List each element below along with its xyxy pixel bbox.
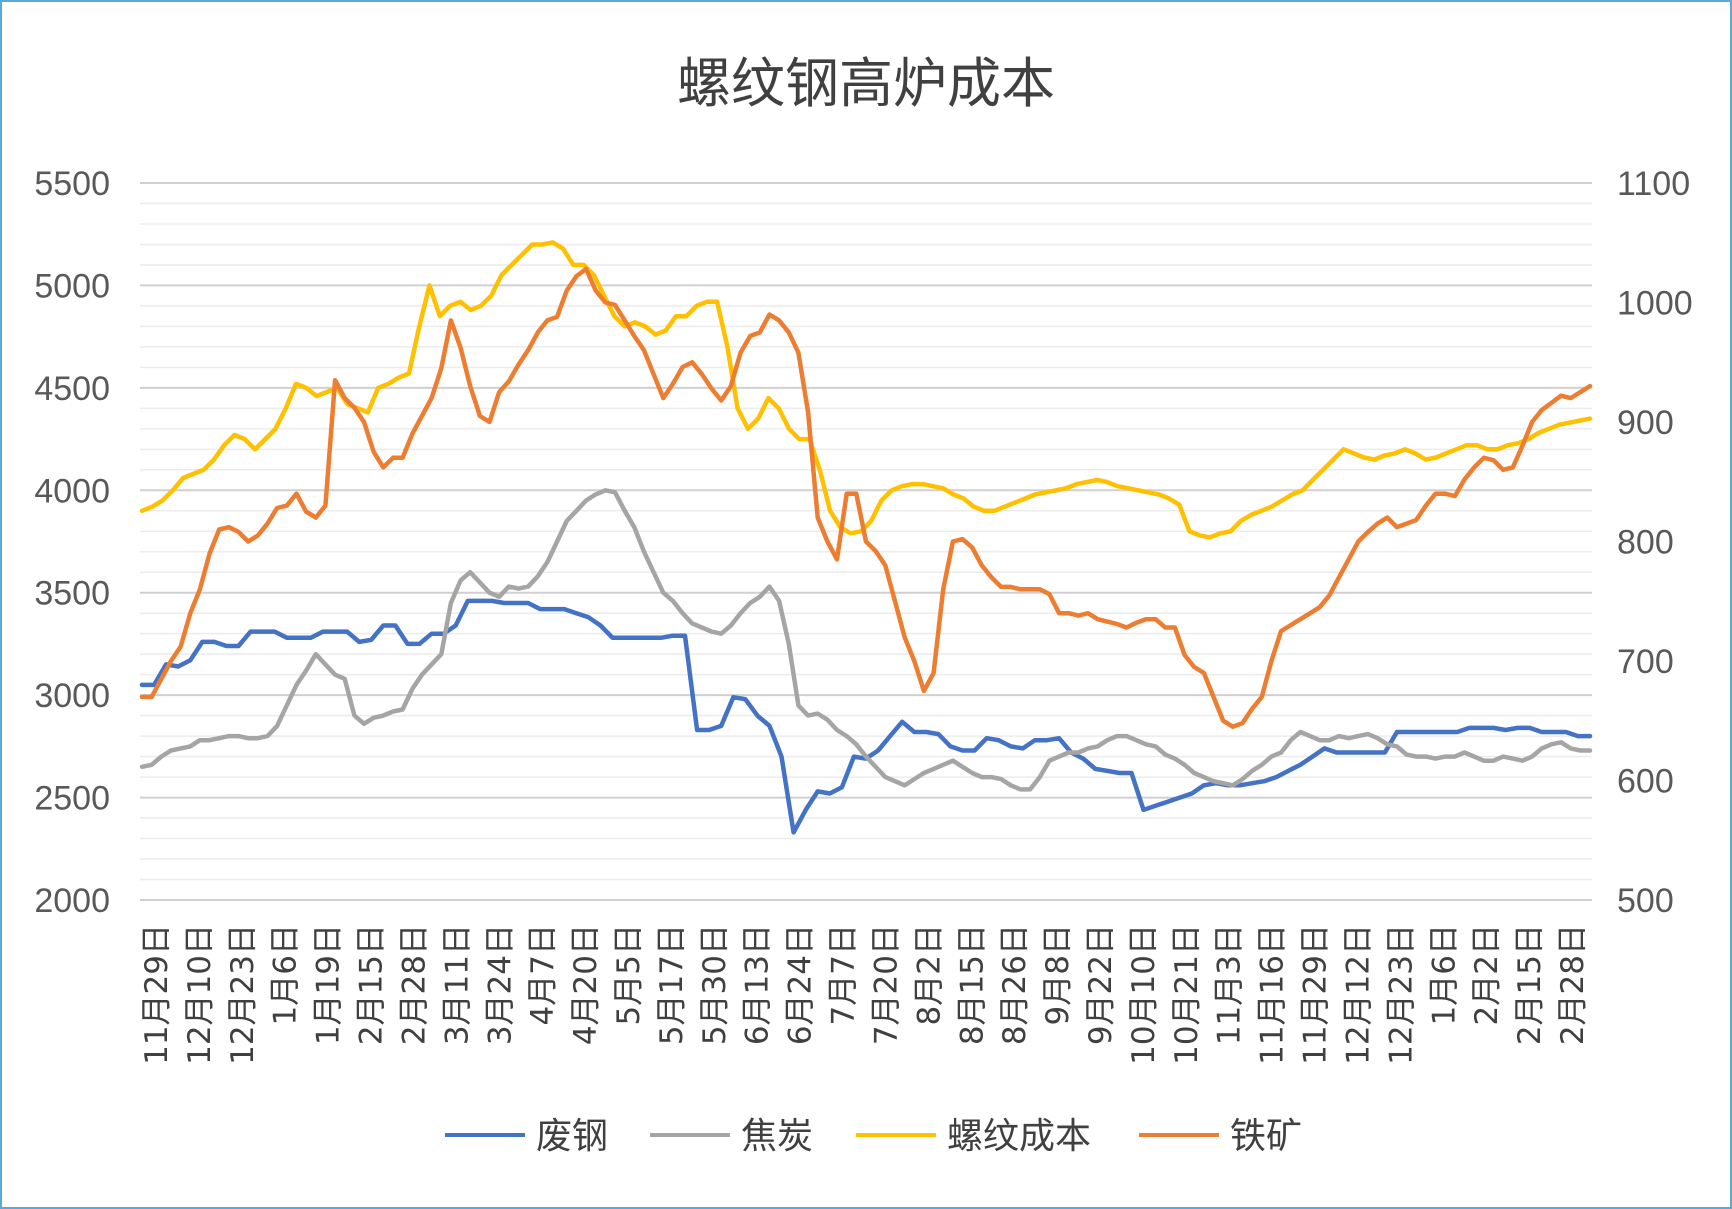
series-line-铁矿	[139, 266, 1593, 729]
legend-label-1: 废钢	[536, 1116, 608, 1157]
x-axis-tick-label: 3月11日	[439, 924, 475, 1045]
left-axis-tick-label: 4000	[34, 472, 110, 510]
x-axis-tick-label: 2月28日	[1555, 924, 1591, 1045]
x-axis-tick-label: 10月10日	[1126, 924, 1162, 1065]
left-axis-tick-label: 3500	[34, 575, 110, 613]
x-axis-tick-label: 1月6日	[1426, 924, 1462, 1025]
x-axis-tick-label: 2月2日	[1469, 924, 1505, 1025]
x-axis-tick-label: 3月24日	[482, 924, 518, 1045]
left-axis-tick-label: 2500	[34, 780, 110, 818]
left-axis-tick-label: 5500	[34, 165, 110, 203]
x-axis-tick-label: 7月20日	[868, 924, 904, 1045]
series-line-螺纹成本	[139, 240, 1593, 540]
right-axis-tick-label: 600	[1617, 763, 1674, 801]
x-axis-tick-label: 2月28日	[396, 924, 432, 1045]
x-axis-tick-label: 8月15日	[954, 924, 990, 1045]
legend-label-2: 焦炭	[741, 1116, 813, 1157]
legend: 废钢 焦炭 螺纹成本 铁矿	[445, 1116, 1302, 1157]
x-axis-tick-label: 12月10日	[182, 924, 218, 1065]
legend-item-4[interactable]: 铁矿	[1139, 1116, 1302, 1157]
x-axis-tick-label: 5月5日	[611, 924, 647, 1025]
right-axis-tick-label: 1100	[1617, 165, 1690, 203]
series-line-焦炭	[139, 488, 1593, 792]
x-axis-tick-label: 9月8日	[1040, 924, 1076, 1025]
x-axis-tick-label: 5月30日	[697, 924, 733, 1045]
series-lines	[139, 240, 1593, 835]
x-axis-tick-label: 11月29日	[1298, 924, 1334, 1065]
x-axis-tick-label: 6月24日	[783, 924, 819, 1045]
x-axis-tick-label: 4月20日	[568, 924, 604, 1045]
legend-item-2[interactable]: 焦炭	[650, 1116, 813, 1157]
x-axis-tick-label: 9月22日	[1083, 924, 1119, 1045]
chart-title: 螺纹钢高炉成本	[677, 52, 1055, 115]
x-axis-tick-label: 2月15日	[1512, 924, 1548, 1045]
x-axis-tick-label: 11月3日	[1212, 924, 1248, 1045]
x-axis-tick-label: 5月17日	[654, 924, 690, 1045]
x-axis-tick-label: 7月7日	[826, 924, 862, 1025]
x-axis-tick-label: 8月26日	[997, 924, 1033, 1045]
x-axis-tick-label: 11月16日	[1255, 924, 1291, 1065]
x-axis-tick-label: 11月29日	[139, 924, 175, 1065]
legend-item-3[interactable]: 螺纹成本	[856, 1116, 1091, 1157]
right-axis-tick-label: 900	[1617, 404, 1674, 442]
x-axis-tick-label: 12月23日	[225, 924, 261, 1065]
right-axis: 500 600 700 800 900 1000 1100	[1617, 165, 1693, 920]
x-axis-tick-label: 4月7日	[525, 924, 561, 1025]
x-axis: 11月29日 12月10日 12月23日 1月6日 1月19日 2月15日 2月28日 3月1…	[139, 924, 1591, 1065]
left-axis: 2000 2500 3000 3500 4000 4500 5000 5500	[34, 165, 110, 920]
right-axis-tick-label: 800	[1617, 524, 1674, 562]
right-axis-tick-label: 1000	[1617, 285, 1693, 323]
left-axis-tick-label: 4500	[34, 370, 110, 408]
right-axis-tick-label: 500	[1617, 882, 1674, 920]
x-axis-tick-label: 2月15日	[354, 924, 390, 1045]
left-axis-tick-label: 3000	[34, 677, 110, 715]
left-axis-tick-label: 2000	[34, 882, 110, 920]
x-axis-tick-label: 1月6日	[268, 924, 304, 1025]
legend-label-3: 螺纹成本	[947, 1116, 1091, 1157]
x-axis-tick-label: 12月23日	[1383, 924, 1419, 1065]
legend-item-1[interactable]: 废钢	[445, 1116, 608, 1157]
legend-label-4: 铁矿	[1230, 1116, 1302, 1157]
right-axis-tick-label: 700	[1617, 643, 1674, 681]
left-axis-tick-label: 5000	[34, 267, 110, 305]
x-axis-tick-label: 10月21日	[1169, 924, 1205, 1065]
x-axis-tick-label: 12月12日	[1340, 924, 1376, 1065]
x-axis-tick-label: 8月2日	[911, 924, 947, 1025]
x-axis-tick-label: 6月13日	[740, 924, 776, 1045]
x-axis-tick-label: 1月19日	[311, 924, 347, 1045]
